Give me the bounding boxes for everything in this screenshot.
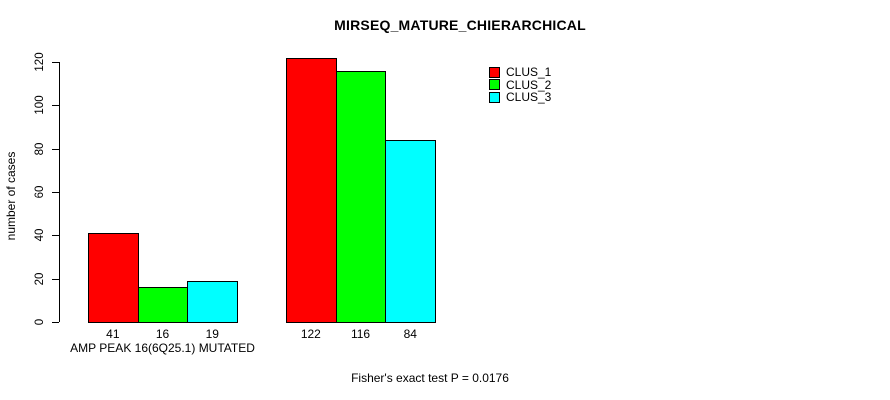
y-tick-20 <box>52 278 59 280</box>
y-tick-label-0: 0 <box>34 318 46 326</box>
annotation-fisher-test: Fisher's exact test P = 0.0176 <box>351 371 509 385</box>
y-tick-40 <box>52 235 59 237</box>
y-tick-label-40: 40 <box>34 228 46 242</box>
bar-value-label-group-1-clus_2: 16 <box>155 327 170 341</box>
bar-value-label-group-2-clus_1: 122 <box>300 327 321 341</box>
y-tick-label-60: 60 <box>34 185 46 199</box>
y-tick-label-120: 120 <box>34 52 46 72</box>
legend-item-clus-1: CLUS_1 <box>489 66 551 79</box>
y-tick-label-100: 100 <box>34 95 46 115</box>
bar-clus_1-group-1 <box>88 233 139 323</box>
legend-item-clus-2: CLUS_2 <box>489 79 551 92</box>
legend-swatch-clus-3 <box>489 91 500 103</box>
bar-clus_2-group-1 <box>137 287 189 323</box>
legend-label-clus-3: CLUS_3 <box>506 90 552 105</box>
bar-value-label-group-1-clus_1: 41 <box>106 327 120 341</box>
y-tick-0 <box>52 322 59 323</box>
legend-label-clus-2: CLUS_2 <box>506 77 552 92</box>
y-tick-100 <box>52 105 59 107</box>
y-tick-120 <box>52 62 59 63</box>
legend: CLUS_1 CLUS_2 CLUS_3 <box>489 66 551 104</box>
bar-value-label-group-2-clus_3: 84 <box>403 327 417 341</box>
bar-clus_3-group-1 <box>187 280 239 323</box>
y-tick-label-80: 80 <box>34 142 46 156</box>
bar-value-label-group-1-clus_3: 19 <box>205 327 219 341</box>
legend-swatch-clus-2 <box>489 79 500 91</box>
bar-value-label-group-2-clus_2: 116 <box>350 327 371 341</box>
bar-clus_2-group-2 <box>335 70 387 323</box>
y-axis-label: number of cases <box>4 151 18 241</box>
y-axis-line <box>59 62 60 322</box>
legend-label-clus-1: CLUS_1 <box>506 65 552 80</box>
y-tick-60 <box>52 192 59 193</box>
x-axis-group-label-1: AMP PEAK 16(6Q25.1) MUTATED <box>70 341 255 355</box>
y-tick-label-20: 20 <box>34 272 46 286</box>
chart-title: MIRSEQ_MATURE_CHIERARCHICAL <box>334 17 586 33</box>
y-tick-80 <box>52 148 59 150</box>
bar-clus_1-group-2 <box>286 57 337 323</box>
legend-item-clus-3: CLUS_3 <box>489 91 551 104</box>
bar-clus_3-group-2 <box>385 140 437 323</box>
legend-swatch-clus-1 <box>489 66 500 78</box>
